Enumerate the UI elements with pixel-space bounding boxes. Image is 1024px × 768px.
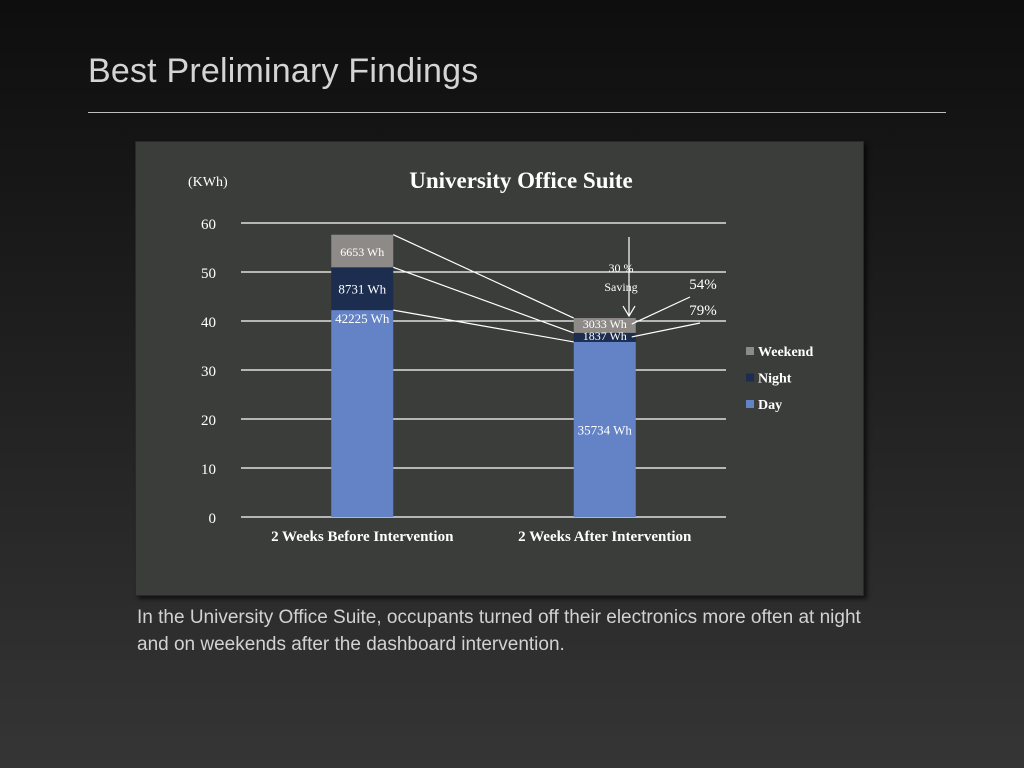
x-tick-label: 2 Weeks After Intervention [518,529,692,545]
legend-label-day: Day [758,398,782,413]
y-tick-label: 10 [201,462,216,478]
connector-lines [392,234,701,343]
connector-line [392,234,575,319]
bar-segment-weekend [331,234,394,268]
stacked-bar-chart: 0 10 20 30 40 50 60 42225 Wh 8731 Wh 6653 Wh 3573… [188,168,813,545]
bar-segment-night [331,267,394,311]
legend-label-weekend: Weekend [758,345,813,360]
legend-swatch-weekend [746,347,754,355]
pointer-line [631,296,691,325]
bar-segment-day [573,341,636,517]
data-label-day: 42225 Wh [335,311,390,326]
x-tick-label: 2 Weeks Before Intervention [271,529,454,545]
data-label-night: 8731 Wh [338,282,386,297]
gridlines [241,222,726,518]
x-axis-ticks: 2 Weeks Before Intervention 2 Weeks After… [271,529,692,545]
y-axis-unit-label: (KWh) [188,175,228,190]
legend-swatch-night [746,373,754,382]
annotations: 30 % Saving 54% 79% [604,237,717,319]
saving-percent-label: 30 % [609,261,634,275]
night-reduction-label: 79% [689,303,717,319]
pointer-line [631,322,701,338]
data-label-weekend: 6653 Wh [340,245,384,259]
y-tick-label: 40 [201,315,216,331]
y-tick-label: 0 [209,511,217,527]
title-divider [88,112,946,113]
chart-panel: 0 10 20 30 40 50 60 42225 Wh 8731 Wh 6653 Wh 3573… [135,141,864,596]
bar-segment-night [573,332,636,342]
data-label-weekend: 3033 Wh [583,317,627,331]
weekend-reduction-label: 54% [689,277,717,293]
y-tick-label: 30 [201,364,216,380]
data-label-day: 35734 Wh [578,422,633,437]
legend-swatch-day [746,400,754,408]
data-labels: 42225 Wh 8731 Wh 6653 Wh 35734 Wh 1837 Wh303… [335,245,632,437]
bar-segment-day [331,310,394,517]
bar-segment-weekend [573,318,636,333]
connector-line [393,309,574,343]
legend-label-night: Night [758,372,792,387]
y-tick-label: 50 [201,266,216,282]
bars [331,234,636,517]
y-axis-ticks: 0 10 20 30 40 50 60 [201,217,216,527]
y-tick-label: 20 [201,413,216,429]
chart-title: University Office Suite [409,168,633,193]
slide-title: Best Preliminary Findings [88,52,479,90]
saving-arrow-head [622,305,636,318]
connector-line [393,266,574,334]
legend: Weekend Night Day [746,345,813,413]
y-tick-label: 60 [201,217,216,233]
slide-caption: In the University Office Suite, occupant… [137,607,861,655]
data-label-night: 1837 Wh [583,329,627,343]
saving-text-label: Saving [604,280,637,294]
